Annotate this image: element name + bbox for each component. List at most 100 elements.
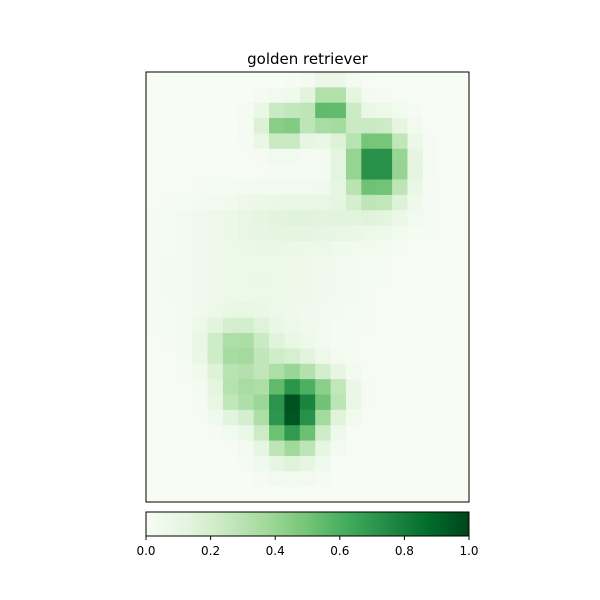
colorbar-tick-label: 0.4 <box>266 544 285 558</box>
heatmap-cell <box>238 379 255 396</box>
heatmap-cell <box>207 363 224 380</box>
heatmap-cell <box>453 302 470 319</box>
heatmap-cell <box>422 287 439 303</box>
heatmap-cell <box>146 287 162 303</box>
heatmap-cell <box>146 210 162 227</box>
heatmap-cell <box>330 333 347 350</box>
heatmap-cell <box>453 194 470 211</box>
heatmap-cell <box>222 271 239 288</box>
heatmap-cell <box>176 225 193 242</box>
heatmap-cell <box>146 72 162 88</box>
heatmap-cell <box>376 87 393 104</box>
heatmap-cell <box>453 287 470 303</box>
heatmap-cell <box>192 333 209 350</box>
heatmap-cell <box>299 179 316 196</box>
heatmap-cell <box>422 133 439 150</box>
heatmap-cell <box>192 363 209 380</box>
heatmap-cell <box>315 394 332 411</box>
heatmap-cell <box>161 133 178 150</box>
heatmap-cell <box>176 363 193 380</box>
heatmap-cell <box>361 194 378 211</box>
heatmap-cell <box>376 102 393 119</box>
heatmap-cell <box>453 317 470 334</box>
heatmap-cell <box>238 210 255 227</box>
heatmap-cell <box>438 256 455 273</box>
heatmap-cell <box>392 133 409 150</box>
heatmap-cell <box>345 440 362 457</box>
heatmap-cell <box>284 194 301 211</box>
heatmap-cell <box>222 409 239 426</box>
heatmap-cell <box>238 440 255 457</box>
heatmap-cell <box>238 333 255 350</box>
heatmap-cell <box>315 133 332 150</box>
heatmap-cell <box>330 317 347 334</box>
heatmap-cell <box>361 440 378 457</box>
heatmap-cell <box>422 102 439 119</box>
heatmap-cell <box>222 133 239 150</box>
heatmap-cell <box>146 348 162 365</box>
heatmap-cell <box>330 148 347 165</box>
heatmap-cell <box>422 302 439 319</box>
heatmap-cell <box>207 409 224 426</box>
heatmap-cell <box>438 72 455 88</box>
heatmap-cell <box>438 287 455 303</box>
heatmap-cell <box>161 317 178 334</box>
heatmap-cell <box>345 72 362 88</box>
heatmap-cell <box>330 409 347 426</box>
heatmap-cell <box>161 486 178 503</box>
heatmap-cell <box>238 409 255 426</box>
heatmap-cell <box>453 486 470 503</box>
heatmap-cell <box>146 317 162 334</box>
heatmap-cell <box>207 102 224 119</box>
heatmap-cell <box>192 118 209 135</box>
heatmap-cell <box>330 379 347 396</box>
heatmap-cell <box>222 379 239 396</box>
heatmap-cell <box>453 333 470 350</box>
heatmap-cell <box>361 133 378 150</box>
heatmap-cell <box>345 363 362 380</box>
heatmap-cell <box>422 271 439 288</box>
heatmap-cell <box>299 425 316 442</box>
heatmap-cell <box>345 194 362 211</box>
heatmap-cell <box>238 363 255 380</box>
heatmap-cell <box>192 471 209 488</box>
heatmap-cell <box>161 302 178 319</box>
heatmap-cell <box>392 379 409 396</box>
heatmap-cell <box>269 118 286 135</box>
heatmap-cell <box>238 348 255 365</box>
heatmap-cell <box>361 164 378 181</box>
heatmap-cell <box>422 394 439 411</box>
heatmap-cell <box>269 302 286 319</box>
heatmap-cell <box>284 256 301 273</box>
heatmap-cell <box>146 440 162 457</box>
heatmap-cell <box>176 333 193 350</box>
heatmap-cell <box>146 363 162 380</box>
heatmap-cell <box>253 425 270 442</box>
heatmap-cell <box>253 210 270 227</box>
heatmap-cell <box>161 102 178 119</box>
heatmap-cell <box>299 302 316 319</box>
heatmap-cell <box>438 333 455 350</box>
heatmap-cell <box>207 287 224 303</box>
heatmap-cell <box>361 210 378 227</box>
heatmap-cell <box>299 363 316 380</box>
heatmap-cell <box>269 394 286 411</box>
heatmap-cell <box>330 118 347 135</box>
heatmap-cell <box>222 471 239 488</box>
heatmap-cell <box>361 409 378 426</box>
heatmap-cell <box>192 486 209 503</box>
heatmap-cell <box>438 87 455 104</box>
heatmap-cell <box>407 118 424 135</box>
heatmap-cell <box>438 317 455 334</box>
heatmap-cell <box>392 471 409 488</box>
heatmap-cell <box>392 455 409 472</box>
heatmap-cell <box>438 179 455 196</box>
heatmap-cell <box>361 348 378 365</box>
heatmap-cell <box>176 164 193 181</box>
heatmap-cell <box>330 440 347 457</box>
colorbar <box>145 511 470 537</box>
heatmap-cell <box>146 271 162 288</box>
heatmap-cell <box>422 87 439 104</box>
heatmap-cell <box>392 240 409 257</box>
heatmap-cell <box>376 225 393 242</box>
